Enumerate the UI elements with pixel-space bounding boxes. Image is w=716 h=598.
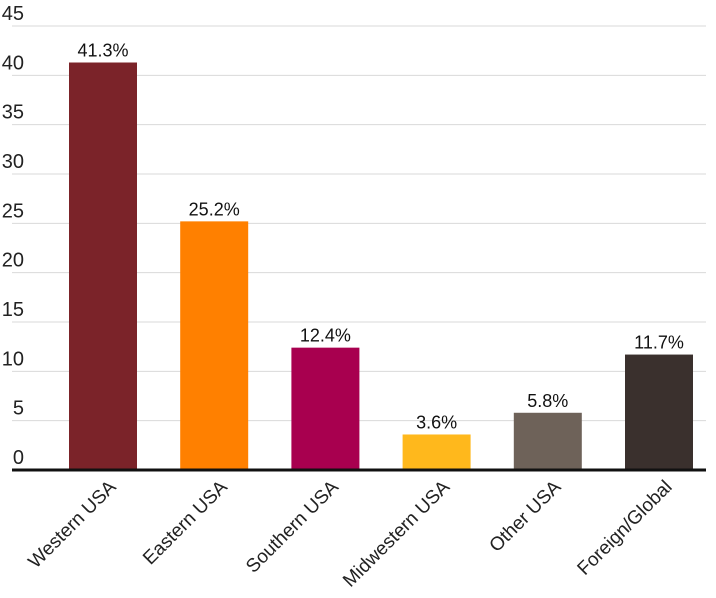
bar-data-label: 5.8% [527, 391, 568, 411]
y-tick-label: 40 [2, 52, 24, 74]
bar-data-label: 3.6% [416, 412, 457, 432]
bar [180, 221, 249, 470]
y-tick-label: 5 [13, 398, 24, 420]
data-labels: 41.3% 25.2% 12.4% 3.6% 5.8% 11.7% [77, 41, 683, 433]
bar [69, 62, 137, 471]
y-tick-label: 45 [2, 3, 24, 25]
bar-data-label: 12.4% [300, 326, 351, 346]
y-axis-tick-labels: 0 5 10 15 20 25 30 35 40 45 [2, 3, 24, 469]
y-tick-label: 35 [2, 102, 24, 124]
x-category-label: Western USA [25, 476, 121, 572]
x-category-label: Midwestern USA [339, 476, 454, 591]
bar [625, 354, 693, 470]
x-axis-category-labels: Western USA Eastern USA Southern USAMidwes… [25, 476, 677, 591]
x-category-label: Other USA [486, 476, 566, 556]
bar-data-label: 25.2% [189, 199, 240, 219]
bar [513, 412, 582, 470]
bar [402, 434, 471, 470]
x-category-label: Eastern USA [139, 476, 232, 569]
y-tick-label: 25 [2, 200, 24, 222]
bar [291, 347, 360, 470]
y-tick-label: 15 [2, 299, 24, 321]
bar-data-label: 41.3% [77, 41, 128, 61]
y-tick-label: 20 [2, 250, 24, 272]
bars [69, 62, 693, 471]
bar-data-label: 11.7% [634, 333, 684, 353]
y-tick-label: 10 [2, 348, 24, 370]
y-tick-label: 0 [13, 447, 24, 469]
y-tick-label: 30 [2, 151, 24, 173]
x-category-label: Foreign/Global [574, 477, 677, 580]
x-category-label: Southern USA [242, 476, 343, 577]
